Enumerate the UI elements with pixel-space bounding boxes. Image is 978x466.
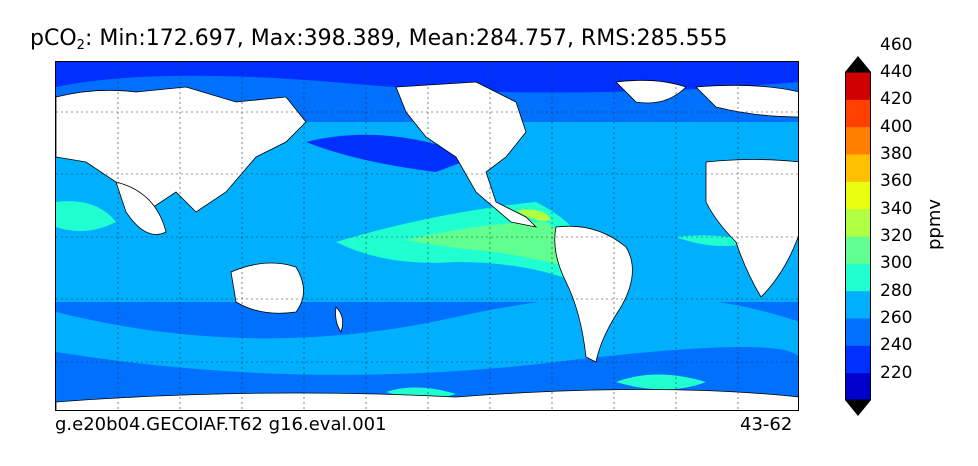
graticule	[56, 62, 798, 410]
colorbar-segment	[845, 126, 871, 155]
colorbar-tick-label: 280	[880, 280, 913, 301]
colorbar-segment	[845, 372, 871, 401]
colorbar-tick-label: 420	[880, 89, 913, 110]
india	[115, 181, 167, 235]
map-svg	[56, 62, 798, 410]
plot-title: pCO2: Min:172.697, Max:398.389, Mean:284…	[30, 26, 830, 53]
colorbar-tick-label: 360	[880, 171, 913, 192]
title-variable: pCO	[30, 26, 77, 51]
map-panel	[55, 61, 799, 411]
colorbar-tick-label: 220	[880, 362, 913, 383]
antarctica	[56, 389, 798, 410]
colorbar-segment	[845, 72, 871, 100]
upwelling-zone	[406, 222, 586, 272]
title-subscript: 2	[76, 38, 85, 53]
colorbar-segment	[845, 208, 871, 237]
weddell-patch	[616, 374, 706, 390]
colorbar-segment	[845, 345, 871, 374]
colorbar-segment	[845, 154, 871, 182]
north-pacific-low	[306, 134, 476, 172]
colorbar-segment	[845, 181, 871, 210]
colorbar-segment	[845, 318, 871, 346]
south-america	[554, 225, 633, 363]
colorbar-tick-label: 460	[880, 34, 913, 55]
new-zealand	[335, 306, 344, 333]
colorbar-outline	[845, 71, 871, 401]
colorbar-segment	[845, 263, 871, 292]
colorbar-tick-label: 380	[880, 144, 913, 164]
colorbar-extend-min	[845, 400, 871, 416]
colorbar-segment	[845, 236, 871, 264]
colorbar-tick-label: 400	[880, 116, 913, 137]
years-label: 43-62	[740, 414, 793, 435]
colorbar-tick-label: 320	[880, 226, 913, 246]
colorbar	[845, 56, 871, 416]
greenland	[615, 79, 687, 104]
colorbar-segment	[845, 290, 871, 319]
eurasia	[56, 86, 307, 213]
upwelling-core	[516, 209, 551, 221]
colorbar-tick-label: 440	[880, 62, 913, 82]
colorbar-extend-max	[845, 56, 871, 72]
colorbar-tick-label: 260	[880, 308, 913, 328]
colorbar-tick-label: 300	[880, 253, 913, 274]
australia	[230, 262, 304, 314]
colorbar-unit-label: ppmv	[924, 198, 945, 250]
indian-patch	[56, 201, 116, 231]
africa	[705, 159, 798, 298]
colorbar-segment	[845, 99, 871, 128]
arctic-band	[56, 62, 798, 93]
colorbar-tick-label: 240	[880, 335, 913, 356]
colorbar-tick-label: 340	[880, 198, 913, 219]
north-america	[395, 81, 538, 228]
europe-north	[695, 84, 798, 118]
land-masses	[56, 79, 798, 410]
title-stats: : Min:172.697, Max:398.389, Mean:284.757…	[84, 26, 728, 51]
case-name-label: g.e20b04.GECOIAF.T62 g16.eval.001	[55, 414, 387, 435]
